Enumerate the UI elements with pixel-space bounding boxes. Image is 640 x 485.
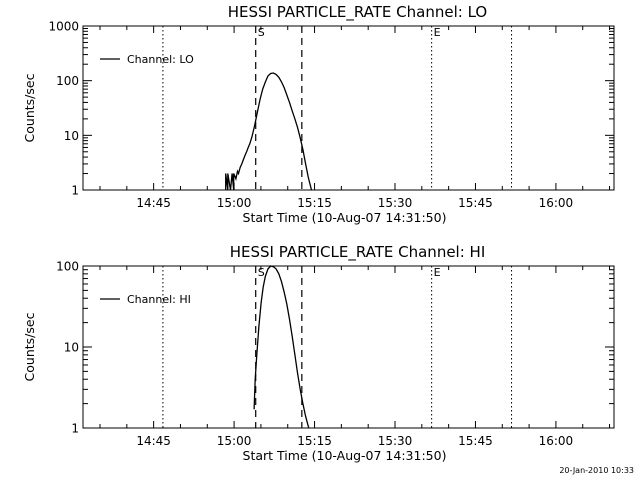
panel-1-y-tick-label: 1	[71, 184, 79, 198]
panel-2-y-tick-label: 100	[56, 260, 79, 274]
footer-timestamp: 20-Jan-2010 10:33	[559, 466, 634, 475]
panel-1-x-tick-label: 14:45	[136, 196, 171, 210]
panel-1-title: HESSI PARTICLE_RATE Channel: LO	[228, 3, 487, 22]
panel-1-x-tick-label: 15:45	[458, 196, 493, 210]
panel-2-x-tick-label: 14:45	[136, 434, 171, 448]
panel-2-marker-label: E	[434, 266, 441, 279]
panel-2-x-tick-label: 15:45	[458, 434, 493, 448]
panel-1-y-axis-label: Counts/sec	[22, 73, 37, 142]
panel-1-x-tick-label: 15:30	[378, 196, 413, 210]
panel-2-marker-label: S	[258, 266, 265, 279]
panel-2-series-line	[253, 265, 310, 429]
panel-2-x-axis-label: Start Time (10-Aug-07 14:31:50)	[243, 448, 447, 463]
panel-2-y-tick-label: 1	[71, 422, 79, 436]
panel-1-y-tick-label: 1000	[48, 20, 79, 34]
panel-2-title: HESSI PARTICLE_RATE Channel: HI	[230, 243, 486, 262]
panel-1-legend-label: Channel: LO	[127, 53, 194, 66]
panel-2-x-tick-label: 15:00	[217, 434, 252, 448]
panel-2-legend-label: Channel: HI	[127, 293, 191, 306]
panel-1-y-tick-label: 100	[56, 74, 79, 88]
panel-1-x-tick-label: 15:00	[217, 196, 252, 210]
panel-1-marker-label: S	[258, 26, 265, 39]
panel-1-x-tick-label: 15:15	[297, 196, 332, 210]
panel-2-y-tick-label: 10	[64, 341, 79, 355]
panel-1-marker-label: E	[434, 26, 441, 39]
panel-2-x-tick-label: 15:30	[378, 434, 413, 448]
panel-1-y-tick-label: 10	[64, 129, 79, 143]
panel-1-x-tick-label: 16:00	[539, 196, 574, 210]
panel-2-x-tick-label: 15:15	[297, 434, 332, 448]
panel-1-x-axis-label: Start Time (10-Aug-07 14:31:50)	[243, 210, 447, 225]
panel-2-x-tick-label: 16:00	[539, 434, 574, 448]
panel-1-series-line	[225, 72, 313, 191]
panel-2-y-axis-label: Counts/sec	[22, 312, 37, 381]
panel-1-axes-frame	[82, 25, 615, 191]
